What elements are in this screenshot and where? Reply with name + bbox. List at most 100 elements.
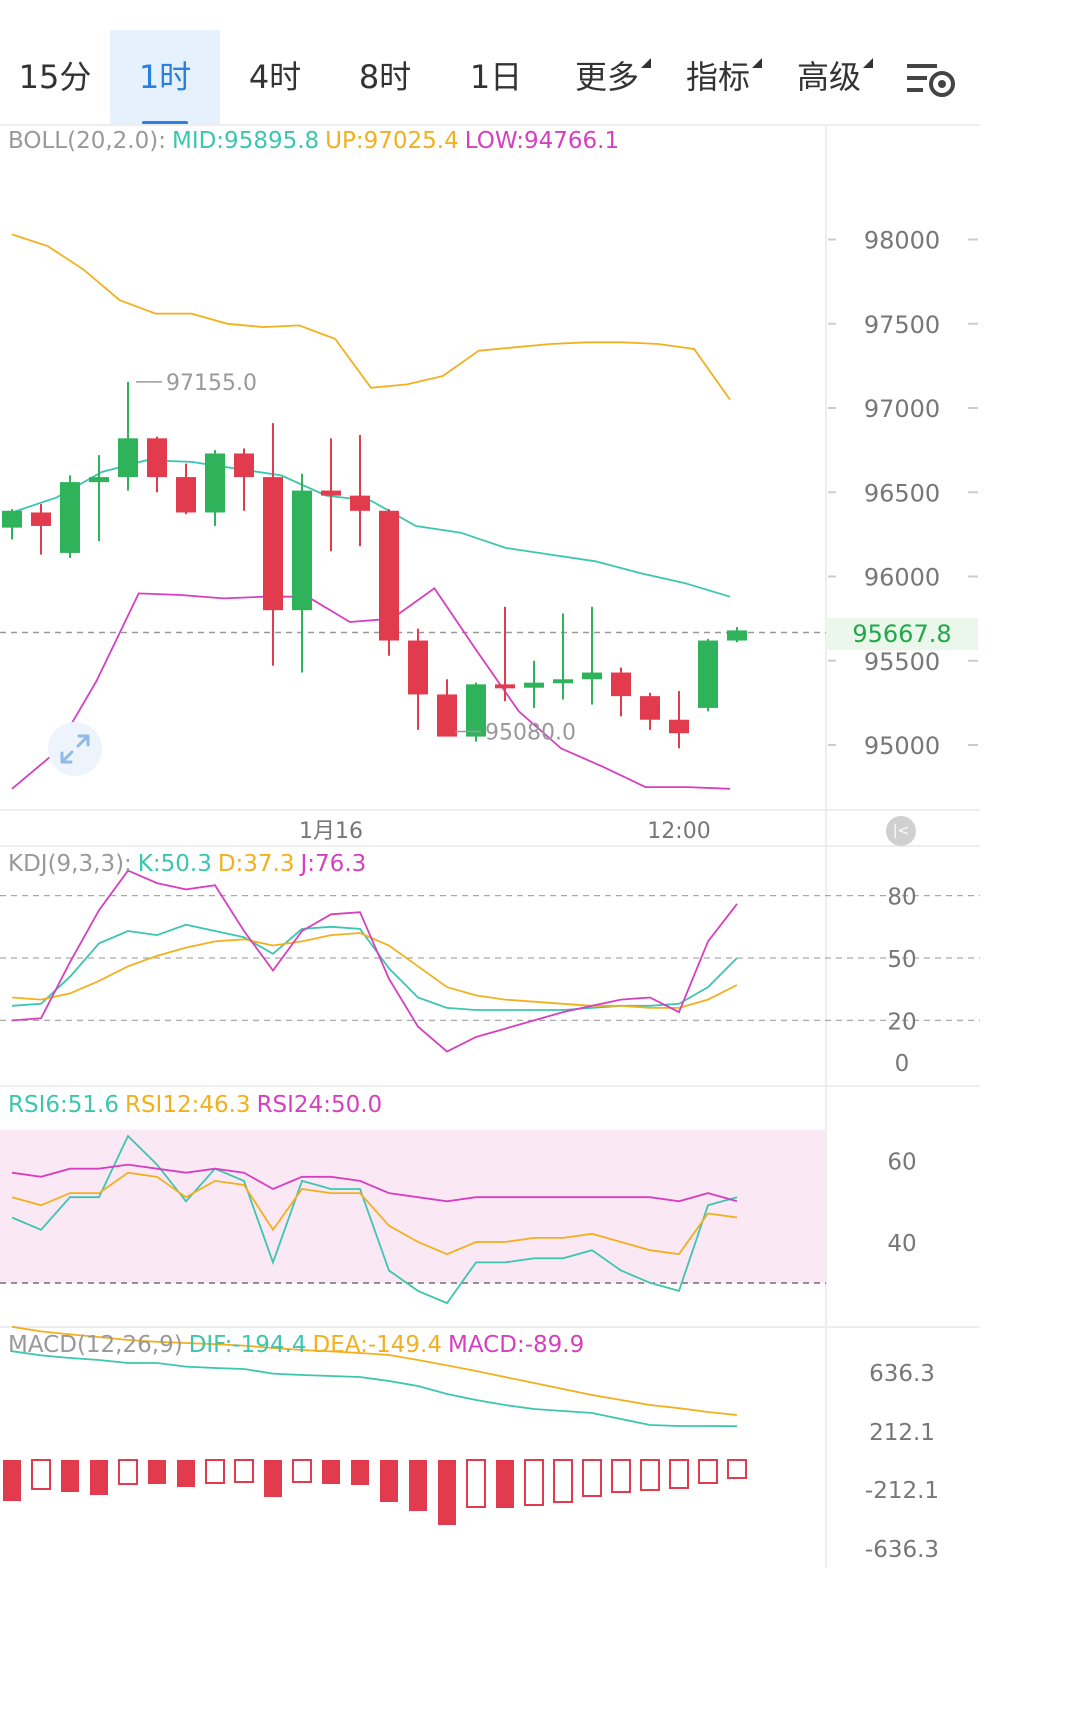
tab-3[interactable]: 8时 [330,30,440,125]
tab-2[interactable]: 4时 [220,30,330,125]
dropdown-caret-icon [863,58,873,68]
macd-histogram-bar [351,1460,369,1485]
candle-body [466,684,486,737]
extreme-marker-label: 95080.0 [485,721,576,746]
y-tick-label-main: 96500 [864,479,940,507]
macd-histogram-bar [698,1459,718,1484]
tab-label: 8时 [358,58,412,96]
kdj-j: J:76.3 [300,851,367,877]
candle-body [408,640,428,695]
boll-mid: MID:95895.8 [171,128,320,154]
candle-body [669,719,689,734]
candle-body [727,630,747,641]
macd-histogram-bar [669,1459,689,1489]
macd-histogram-bar [205,1459,225,1484]
scroll-latest-button[interactable]: |< [886,816,916,846]
macd-histogram-bar [3,1460,21,1501]
tab-6[interactable]: 指标 [663,30,773,125]
boll-up: UP:97025.4 [325,128,459,154]
timeframe-tab-bar: 15分 1时 4时 8时 1日 更多 指标 高级 [0,30,980,125]
rsi-y-tick-label: 60 [887,1150,916,1176]
macd-histogram-bar [524,1459,544,1506]
kdj-y-tick-label: 50 [887,947,916,973]
kdj-label: KDJ(9,3,3): [8,851,132,877]
macd-y-tick-label: -636.3 [865,1537,939,1563]
candle-body [553,679,573,684]
candle-body [379,510,399,641]
candle-body [350,495,370,511]
macd-histogram-bar [31,1459,51,1490]
candle-body [205,453,225,513]
macd-histogram-bar [380,1460,398,1502]
macd-histogram-bar [292,1459,312,1483]
rsi-rsi12-line [11,1171,738,1256]
candle-body [321,490,341,496]
tab-4[interactable]: 1日 [441,30,551,125]
macd-histogram-bar [234,1459,254,1483]
macd-histogram-bar [409,1460,427,1511]
jump-to-start-icon: |< [892,823,910,839]
y-tick-label-main: 98000 [864,227,940,255]
kdj-y-tick-label: 0 [895,1051,910,1077]
tab-label: 指标 [686,58,762,96]
kdj-y-tick-label: 20 [887,1009,916,1035]
y-tick-label-main: 97500 [864,311,940,339]
rsi24-value: RSI24:50.0 [256,1092,383,1118]
kdj-legend: KDJ(9,3,3): K:50.3 D:37.3 J:76.3 [8,851,372,877]
kdj-j-line [11,869,738,1053]
kdj-k-line [11,923,738,1011]
macd-histogram-bar [727,1459,747,1479]
macd-value: MACD:-89.9 [448,1332,585,1358]
chart-settings-button[interactable] [905,58,957,102]
candle-body [495,684,515,689]
tab-7[interactable]: 高级 [774,30,884,125]
kdj-k: K:50.3 [137,851,212,877]
boll-low-line [11,587,731,790]
candle-body [582,672,602,680]
candle-body [437,694,457,737]
macd-y-tick-label: -212.1 [865,1478,939,1504]
boll-up-line [11,233,731,401]
expand-chart-button[interactable] [48,722,102,776]
candle-body [292,490,312,611]
macd-histogram-bar [90,1460,108,1495]
candle-body [60,482,80,553]
dropdown-caret-icon [641,58,651,68]
tab-1[interactable]: 1时 [110,30,220,125]
extreme-marker-label: 97155.0 [166,371,257,396]
rsi-rsi6-line [11,1134,738,1305]
candle-body [31,512,51,526]
x-axis-time-label: 1月16 [299,819,363,844]
macd-legend: MACD(12,26,9) DIF:-194.4 DEA:-149.4 MACD:-8… [8,1332,590,1358]
macd-y-tick-label: 636.3 [869,1361,935,1387]
boll-mid-line [11,459,731,598]
macd-y-tick-label: 212.1 [869,1420,935,1446]
macd-label: MACD(12,26,9) [8,1332,183,1358]
macd-dif: DIF:-194.4 [188,1332,307,1358]
chart-canvas: 98000 97500 97000 96500 96000 95500 95000 1月16 1… [0,124,980,1568]
macd-dea-line [11,1325,738,1416]
tab-5[interactable]: 更多 [552,30,662,125]
candle-body [263,477,283,611]
current-price-tag: 95667.8 [826,618,978,650]
candle-body [176,477,196,513]
candle-body [698,640,718,708]
candle-body [118,438,138,478]
macd-histogram-bar [466,1459,486,1508]
macd-histogram-bar [640,1459,660,1491]
candle-body [89,477,109,483]
candle-body [2,510,22,528]
y-tick-label-main: 96000 [864,564,940,592]
macd-histogram-bar [496,1460,514,1508]
x-axis-time-label: 12:00 [647,819,710,844]
rsi12-value: RSI12:46.3 [124,1092,251,1118]
tab-0[interactable]: 15分 [0,30,110,125]
boll-label: BOLL(20,2.0): [8,128,166,154]
candle-body [524,682,544,688]
kdj-d-line [11,932,738,1009]
boll-low: LOW:94766.1 [464,128,620,154]
rsi6-value: RSI6:51.6 [8,1092,119,1118]
y-tick-label-main: 95500 [864,648,940,676]
expand-icon [60,734,90,764]
candle-body [611,672,631,697]
